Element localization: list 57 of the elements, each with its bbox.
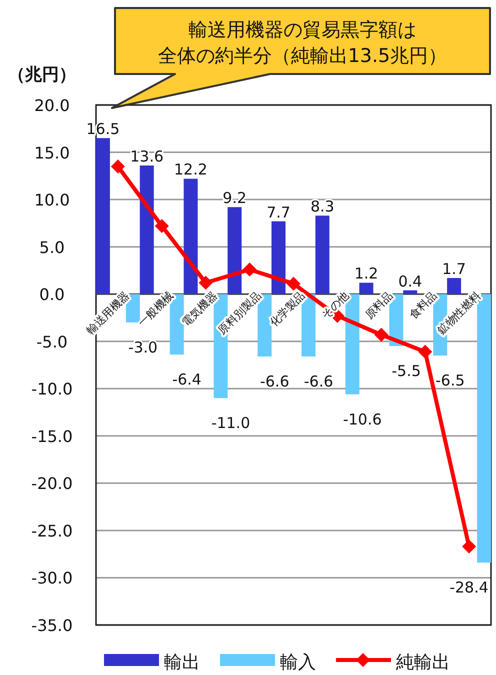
data-label: -5.5: [392, 362, 421, 380]
data-label: 12.2: [174, 160, 208, 179]
bar: [272, 221, 286, 294]
x-tick-label: その他: [318, 289, 352, 322]
y-tick-label: -10.0: [31, 380, 73, 399]
y-tick-label: 10.0: [34, 190, 70, 210]
x-tick-label: 輸送用機器: [84, 289, 132, 338]
data-label: 1.2: [354, 264, 378, 283]
y-axis-title: （兆円）: [8, 65, 76, 85]
y-tick-label: -25.0: [31, 521, 73, 540]
x-tick-label: 一般機械: [136, 289, 176, 330]
data-label: 13.6: [130, 148, 164, 166]
bar: [140, 166, 154, 294]
y-tick-label: 5.0: [39, 238, 65, 257]
bar: [228, 207, 242, 294]
data-label: 9.2: [222, 189, 247, 208]
data-label: 0.4: [398, 272, 422, 290]
point: [462, 540, 476, 554]
bar: [447, 278, 462, 294]
x-tick-label: 食料品: [406, 289, 440, 322]
point: [198, 276, 213, 290]
point: [286, 276, 300, 291]
bar: [96, 138, 110, 294]
bar: [184, 178, 198, 294]
data-label: -6.6: [304, 372, 334, 390]
data-label: -11.0: [211, 414, 250, 432]
y-tick-label: 15.0: [34, 143, 70, 162]
legend-label: 輸入: [280, 652, 316, 673]
data-label: -28.4: [450, 578, 488, 597]
bar: [315, 216, 330, 294]
legend-label: 純輸出: [396, 652, 450, 673]
y-tick-label: 20.0: [34, 96, 70, 115]
y-tick-label: -20.0: [31, 474, 73, 494]
y-tick-label: -5.0: [36, 332, 68, 352]
data-label: 7.7: [266, 203, 290, 222]
data-label: -6.4: [172, 370, 202, 389]
data-label: -6.5: [436, 372, 465, 390]
data-label: -10.6: [342, 410, 382, 428]
data-label: -6.6: [260, 372, 290, 390]
callout: 輸送用機器の貿易黒字額は 全体の約半分（純輸出13.5兆円）: [111, 7, 491, 109]
point: [374, 328, 388, 342]
x-tick-label: 原料品: [362, 289, 396, 322]
legend-label: 輸出: [164, 652, 200, 673]
y-tick-label: -35.0: [31, 616, 73, 635]
y-tick-label: 0.0: [39, 285, 65, 304]
point: [242, 262, 257, 277]
data-label: 8.3: [310, 198, 334, 216]
point: [110, 159, 125, 174]
y-tick-label: -30.0: [31, 568, 73, 588]
data-label: 1.7: [442, 260, 466, 278]
y-tick-label: -15.0: [31, 426, 73, 446]
point: [418, 344, 432, 359]
bar: [403, 290, 418, 294]
point: [154, 219, 169, 234]
x-tick-label: 化学製品: [267, 289, 308, 330]
bar: [359, 282, 374, 294]
data-label: -3.0: [128, 338, 158, 356]
